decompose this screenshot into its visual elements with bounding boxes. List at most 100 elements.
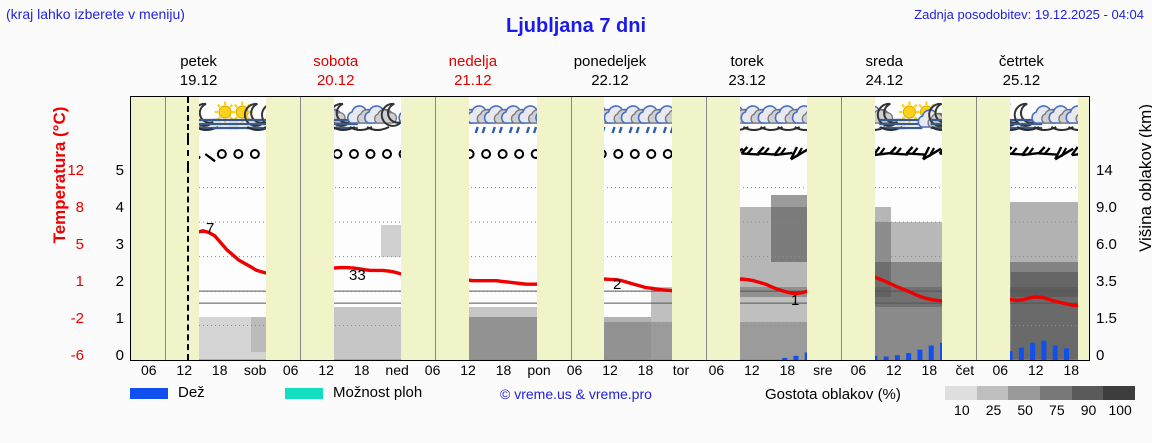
wind-barb bbox=[629, 149, 640, 159]
night-shade-band bbox=[536, 167, 605, 360]
day-separator bbox=[705, 139, 707, 167]
cloud-density-step-label: 90 bbox=[1080, 402, 1097, 418]
time-tick-label: čet bbox=[955, 362, 975, 378]
precipitation-bar bbox=[1007, 351, 1013, 360]
wind-barb bbox=[889, 146, 909, 156]
cloud-density-step bbox=[1103, 386, 1136, 400]
day-column-1: sobota 20.12 bbox=[267, 52, 404, 92]
day-date: 22.12 bbox=[591, 72, 629, 89]
time-tick-label: 18 bbox=[921, 362, 938, 378]
cloudheight-tick: 3.5 bbox=[1096, 273, 1117, 290]
day-separator bbox=[435, 139, 437, 167]
night-shade-band bbox=[1077, 139, 1089, 167]
time-tick-label: 18 bbox=[495, 362, 512, 378]
day-date: 24.12 bbox=[865, 72, 904, 89]
temp-tick: 12 bbox=[67, 162, 84, 179]
day-column-2: nedelja 21.12 bbox=[404, 52, 541, 92]
prec-tick: 3 bbox=[115, 236, 124, 253]
cloud-density-step bbox=[945, 386, 977, 400]
cloudheight-tick: 1.5 bbox=[1096, 310, 1117, 327]
day-date: 21.12 bbox=[454, 72, 492, 89]
day-header-band: petek 19.12 sobota 20.12 nedelja 21.12 p… bbox=[130, 52, 1090, 92]
night-shade-band bbox=[1077, 167, 1089, 360]
precipitation-bar bbox=[782, 357, 788, 360]
precipitation-bar bbox=[1063, 348, 1069, 360]
time-tick-label: 06 bbox=[282, 362, 299, 378]
day-separator bbox=[841, 139, 843, 167]
time-tick-label: pon bbox=[527, 362, 551, 378]
night-shade-band bbox=[671, 97, 740, 139]
cloudheight-tick: 9.0 bbox=[1096, 199, 1117, 216]
day-separator bbox=[976, 97, 978, 139]
wind-barb bbox=[481, 149, 492, 159]
wind-barb bbox=[365, 149, 376, 159]
wind-barb bbox=[348, 149, 359, 159]
night-shade-band bbox=[401, 167, 470, 360]
day-date: 25.12 bbox=[1002, 72, 1041, 89]
cloud-density-step-label: 10 bbox=[954, 402, 970, 418]
wind-barb bbox=[204, 153, 216, 163]
prec-tick: 4 bbox=[115, 199, 124, 216]
day-separator bbox=[300, 167, 302, 360]
night-shade-band bbox=[536, 139, 605, 167]
precipitation-bar bbox=[1018, 347, 1024, 360]
weather-icon-strip bbox=[131, 97, 1089, 139]
rain-legend-label: Dež bbox=[178, 384, 205, 401]
time-tick-label: 18 bbox=[779, 362, 796, 378]
wind-barb bbox=[740, 146, 760, 156]
night-shade-band bbox=[266, 97, 334, 139]
time-tick-label: 18 bbox=[353, 362, 370, 378]
night-shade-band bbox=[266, 139, 334, 167]
day-separator bbox=[435, 97, 437, 139]
wind-barb bbox=[872, 146, 892, 157]
temp-tick: -2 bbox=[70, 310, 84, 327]
page-title: Ljubljana 7 dni bbox=[505, 15, 646, 37]
wind-barb bbox=[905, 146, 925, 156]
night-shade-band bbox=[401, 139, 470, 167]
cloudheight-tick: 14 bbox=[1096, 162, 1113, 179]
night-shade-band bbox=[807, 139, 875, 167]
day-separator bbox=[705, 97, 707, 139]
temperature-point-label: 33 bbox=[349, 267, 366, 284]
rain-legend-swatch bbox=[130, 388, 168, 399]
time-tick-label: 18 bbox=[637, 362, 654, 378]
night-shade-band bbox=[401, 97, 470, 139]
night-shade-band bbox=[942, 139, 1011, 167]
night-shade-band bbox=[536, 97, 605, 139]
day-separator bbox=[435, 167, 437, 360]
time-tick-label: 12 bbox=[744, 362, 760, 378]
time-tick-label: 12 bbox=[886, 362, 902, 378]
time-axis-ticks: 06 12 18 sob 06 12 18 ned 06 12 18 pon 06 12 18 tor 06 12… bbox=[131, 362, 1089, 382]
day-column-6: četrtek 25.12 bbox=[953, 52, 1090, 92]
weather-icon-sun-fog bbox=[212, 101, 239, 130]
day-separator bbox=[570, 97, 572, 139]
wind-barb bbox=[773, 146, 793, 157]
day-separator bbox=[300, 139, 302, 167]
time-tick-label: ned bbox=[385, 362, 409, 378]
current-time-marker bbox=[187, 167, 190, 360]
day-column-5: sreda 24.12 bbox=[816, 52, 953, 92]
day-separator bbox=[570, 167, 572, 360]
wind-barb bbox=[514, 149, 525, 159]
precipitation-bar bbox=[1041, 340, 1047, 360]
wind-barb bbox=[332, 149, 343, 159]
wind-barb bbox=[1037, 146, 1057, 156]
day-separator bbox=[164, 97, 166, 139]
time-tick-label: 06 bbox=[708, 362, 725, 378]
day-name: ponedeljek bbox=[573, 53, 647, 70]
time-tick-label: tor bbox=[672, 362, 690, 378]
showers-legend-label: Možnost ploh bbox=[333, 384, 423, 401]
time-tick-label: 06 bbox=[992, 362, 1009, 378]
day-separator bbox=[976, 167, 978, 360]
day-separator bbox=[841, 97, 843, 139]
cloudheight-tick: 0 bbox=[1096, 347, 1105, 364]
chart-legend: Dež Možnost ploh © vreme.us & vreme.pro … bbox=[130, 384, 1142, 426]
precipitation-bar bbox=[894, 355, 900, 360]
precipitation-axis-ticks: 5 4 3 2 1 0 bbox=[100, 162, 124, 364]
day-separator bbox=[705, 167, 707, 360]
prec-tick: 0 bbox=[115, 347, 124, 364]
copyright-link[interactable]: © vreme.us & vreme.pro bbox=[500, 386, 652, 402]
time-tick-label: sob bbox=[243, 362, 267, 378]
time-tick-label: 12 bbox=[176, 362, 193, 378]
wind-barb bbox=[646, 149, 657, 159]
